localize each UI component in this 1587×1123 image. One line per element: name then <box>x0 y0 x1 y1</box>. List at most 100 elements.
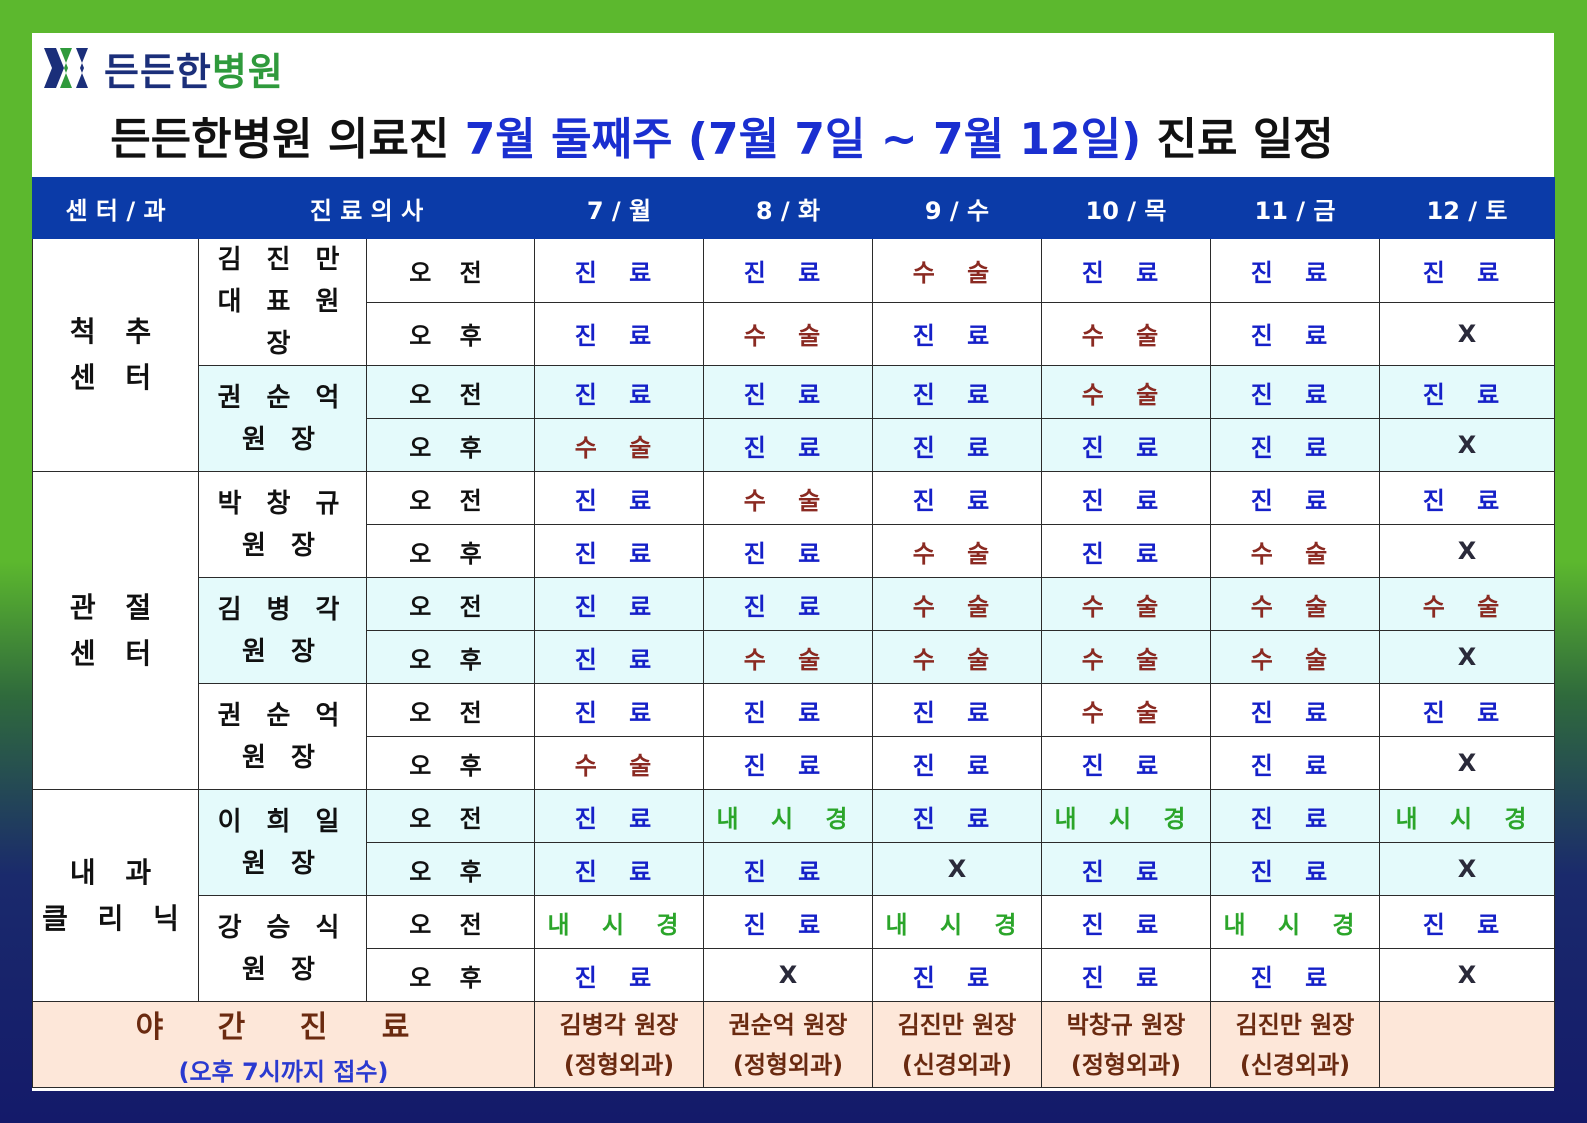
schedule-cell: 진 료 <box>703 365 874 419</box>
doctor-name-line: 권 순 억 <box>217 700 348 731</box>
pm-label: 오 후 <box>365 736 536 790</box>
schedule-cell: 수 술 <box>872 238 1043 303</box>
night-doctor-cell: 박창규 원장 (정형외과) <box>1041 1001 1212 1088</box>
schedule-cell: 수 술 <box>534 418 705 472</box>
header-day: 7 / 월 <box>534 177 705 239</box>
schedule-cell: 내 시 경 <box>534 895 705 949</box>
schedule-cell: 진 료 <box>872 301 1043 366</box>
schedule-cell: 진 료 <box>1379 895 1556 949</box>
schedule-cell: 진 료 <box>534 524 705 578</box>
center-name-line: 센 터 <box>69 636 162 670</box>
am-label: 오 전 <box>365 471 536 525</box>
schedule-cell: 수 술 <box>1041 301 1212 366</box>
schedule-cell: 진 료 <box>534 842 705 896</box>
schedule-cell: 수 술 <box>1041 365 1212 419</box>
am-label: 오 전 <box>365 365 536 419</box>
schedule-cell: 진 료 <box>703 238 874 303</box>
schedule-cell: 수 술 <box>534 736 705 790</box>
doctor-name-line: 원 장 <box>242 848 323 879</box>
schedule-cell: X <box>872 842 1043 896</box>
center-name-line: 관 절 <box>69 590 162 624</box>
schedule-cell: 진 료 <box>534 683 705 737</box>
night-doctor-cell: 김진만 원장 (신경외과) <box>1210 1001 1381 1088</box>
doctor-name-line: 대 표 원 장 <box>217 287 348 359</box>
night-doctor-cell: 김진만 원장 (신경외과) <box>872 1001 1043 1088</box>
header-center: 센 터 / 과 <box>32 177 199 239</box>
schedule-cell: 수 술 <box>703 301 874 366</box>
schedule-cell: 수 술 <box>703 471 874 525</box>
doctor-name-line: 박 창 규 <box>217 488 348 519</box>
doctor-name-line: 강 승 식 <box>217 912 348 943</box>
night-doctor-name: 김병각 원장 <box>559 1010 679 1039</box>
am-label: 오 전 <box>365 238 536 303</box>
schedule-cell: X <box>1379 630 1556 684</box>
schedule-cell: 진 료 <box>872 948 1043 1002</box>
schedule-cell: 진 료 <box>1210 736 1381 790</box>
night-clinic-subtitle: (오후 7시까지 접수) <box>178 1058 389 1086</box>
header-day: 9 / 수 <box>872 177 1043 239</box>
am-label: 오 전 <box>365 789 536 843</box>
schedule-cell: X <box>1379 418 1556 472</box>
brand-name: 든든한병원 <box>104 41 284 96</box>
schedule-cell: 진 료 <box>872 365 1043 419</box>
center-name-line: 센 터 <box>69 361 162 394</box>
schedule-cell: 진 료 <box>1210 418 1381 472</box>
night-doctor-dept: (정형외과) <box>732 1050 844 1079</box>
schedule-cell: 진 료 <box>703 736 874 790</box>
schedule-cell: 내 시 경 <box>1379 789 1556 843</box>
schedule-cell: 진 료 <box>1210 789 1381 843</box>
schedule-cell: X <box>703 948 874 1002</box>
schedule-cell: 진 료 <box>703 524 874 578</box>
schedule-cell: 진 료 <box>1041 842 1212 896</box>
schedule-cell: 수 술 <box>1210 524 1381 578</box>
schedule-cell: 진 료 <box>1041 736 1212 790</box>
schedule-cell: 수 술 <box>872 630 1043 684</box>
schedule-cell: 진 료 <box>534 630 705 684</box>
schedule-cell: 진 료 <box>703 418 874 472</box>
schedule-cell: 진 료 <box>1210 238 1381 303</box>
schedule-cell: 진 료 <box>1379 238 1556 303</box>
hospital-logo: 든든한병원 <box>42 41 284 96</box>
schedule-cell: 수 술 <box>1041 577 1212 631</box>
schedule-cell: X <box>1379 301 1556 366</box>
schedule-cell: 내 시 경 <box>1041 789 1212 843</box>
center-name-line: 클 리 닉 <box>42 901 189 935</box>
hospital-logo-icon <box>44 48 88 88</box>
schedule-cell: 수 술 <box>1379 577 1556 631</box>
schedule-cell: 진 료 <box>872 418 1043 472</box>
schedule-cell: 진 료 <box>703 577 874 631</box>
pm-label: 오 후 <box>365 301 536 366</box>
pm-label: 오 후 <box>365 418 536 472</box>
schedule-cell: 진 료 <box>703 683 874 737</box>
schedule-cell: 진 료 <box>1210 365 1381 419</box>
center-name-line: 척 추 <box>69 315 162 348</box>
schedule-cell: 내 시 경 <box>1210 895 1381 949</box>
doctor-name-line: 원 장 <box>242 424 323 455</box>
pm-label: 오 후 <box>365 842 536 896</box>
schedule-cell: 진 료 <box>1041 471 1212 525</box>
page-title: 든든한병원 의료진 7월 둘째주 (7월 7일 ~ 7월 12일) 진료 일정 <box>32 103 1412 167</box>
schedule-cell: X <box>1379 842 1556 896</box>
schedule-cell: X <box>1379 736 1556 790</box>
pm-label: 오 후 <box>365 630 536 684</box>
schedule-cell: 수 술 <box>1210 577 1381 631</box>
header-row: 센 터 / 과 진 료 의 사 7 / 월 8 / 화 9 / 수 10 / 목… <box>32 177 1556 239</box>
schedule-cell: 진 료 <box>1041 524 1212 578</box>
schedule-cell: 진 료 <box>534 238 705 303</box>
title-suffix: 진료 일정 <box>1141 114 1334 165</box>
schedule-cell: 진 료 <box>1041 948 1212 1002</box>
schedule-cell: 진 료 <box>1379 683 1556 737</box>
schedule-cell: 수 술 <box>1041 683 1212 737</box>
schedule-cell: 진 료 <box>1041 238 1212 303</box>
